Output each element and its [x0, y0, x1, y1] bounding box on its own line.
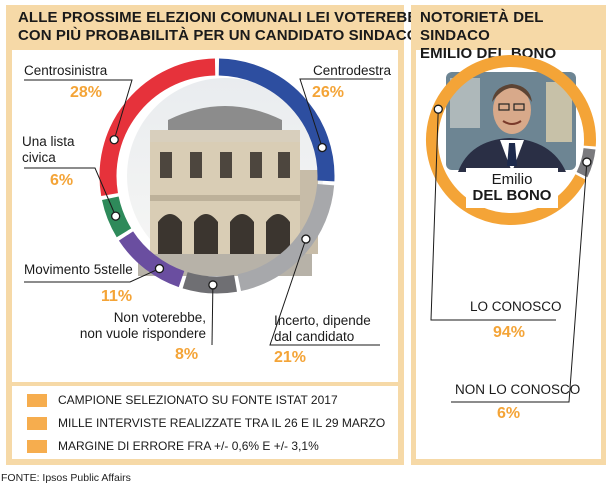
right-title-line-1: NOTORIETÀ DEL SINDACO	[420, 9, 544, 44]
left-title-line-2: CON PIÙ PROBABILITÀ PER UN CANDIDATO SIN…	[18, 27, 432, 44]
leader-centrosinistra	[24, 79, 133, 140]
leader-non-voterebbe-non-vuole-rispondere	[211, 284, 214, 346]
slice-label-lista-civica-line-1: Una lista	[22, 134, 75, 149]
slice-label-lista-civica-line-2: civica	[22, 150, 56, 165]
slice-label-centrodestra-text: Centrodestra	[313, 63, 392, 78]
marker-centrosinistra	[109, 135, 119, 145]
slice-value-incerto: 21%	[274, 349, 307, 366]
marker-centrodestra	[317, 142, 327, 153]
slice-label-non-voterebbe-line-2: non vuole rispondere	[79, 326, 206, 341]
portrait-caption-last-name: DEL BONO	[472, 187, 552, 204]
slice-centrosinistra	[99, 58, 216, 196]
leader-lines	[24, 78, 383, 346]
notoriety-leader-lines	[430, 109, 588, 403]
left-title-line-1: ALLE PROSSIME ELEZIONI COMUNALI LEI VOTE…	[18, 9, 429, 26]
slice-value-centrosinistra: 28%	[70, 84, 103, 101]
slice-value-centrodestra: 26%	[312, 84, 345, 101]
slice-movimento-5stelle	[118, 231, 185, 288]
slice-label-m5s: Movimento 5stelle	[24, 262, 133, 278]
slice-label-incerto-line-1: Incerto, dipende	[274, 313, 371, 328]
leader-movimento-5stelle	[24, 268, 160, 283]
slice-label-non-lo-conosco: NON LO CONOSCO	[455, 382, 581, 397]
source-note: FONTE: Ipsos Public Affairs	[1, 472, 131, 484]
slice-incerto-dipende-dal-candidato	[237, 183, 335, 292]
leader-centrodestra	[299, 78, 383, 148]
note-bullet-1	[27, 394, 47, 407]
slice-label-non-voterebbe: Non voterebbe, non vuole rispondere	[74, 310, 206, 342]
slice-label-lo-conosco: LO CONOSCO	[470, 299, 562, 314]
slice-label-incerto: Incerto, dipende dal candidato	[274, 313, 371, 345]
loggia-building-image	[127, 78, 323, 276]
slice-centrodestra	[218, 58, 335, 182]
slice-value-non-lo-conosco: 6%	[497, 405, 521, 422]
marker-non-lo-conosco	[582, 157, 592, 167]
leader-incerto-dipende-dal-candidato	[269, 238, 380, 346]
slice-value-lo-conosco: 94%	[493, 324, 526, 341]
leader-una-lista-civica	[24, 167, 117, 217]
portrait-caption-bg	[466, 168, 558, 208]
note-bullet-2	[27, 417, 47, 430]
left-panel-notes	[12, 386, 398, 459]
portrait-caption-first-name: Emilio	[491, 171, 533, 188]
donut-slices	[99, 58, 335, 294]
slice-value-lista-civica: 6%	[50, 172, 74, 189]
leader-lo-conosco	[430, 109, 556, 321]
slice-label-m5s-text: Movimento 5stelle	[24, 262, 133, 277]
portrait-image	[446, 72, 576, 172]
slice-label-centrodestra: Centrodestra	[313, 63, 391, 79]
notoriety-markers	[433, 104, 592, 167]
slice-value-m5s: 11%	[101, 288, 133, 305]
marker-lo-conosco	[433, 104, 443, 114]
slice-markers	[109, 135, 327, 290]
slice-label-centrosinistra: Centrosinistra	[24, 63, 107, 79]
note-1: CAMPIONE SELEZIONATO SU FONTE ISTAT 2017	[58, 393, 338, 407]
slice-label-centrosinistra-text: Centrosinistra	[24, 63, 108, 78]
leader-non-lo-conosco	[451, 162, 588, 403]
note-3: MARGINE DI ERRORE FRA +/- 0,6% E +/- 3,1…	[58, 439, 319, 453]
note-bullet-3	[27, 440, 47, 453]
slice-label-incerto-line-2: dal candidato	[274, 329, 355, 344]
marker-incerto-dipende-dal-candidato	[301, 234, 311, 244]
slice-value-non-voterebbe: 8%	[175, 346, 199, 363]
slice-lo-conosco	[426, 55, 596, 225]
slice-label-lista-civica: Una lista civica	[22, 134, 75, 166]
portrait-caption: Emilio DEL BONO	[466, 172, 558, 204]
marker-una-lista-civica	[111, 211, 121, 221]
marker-non-voterebbe-non-vuole-rispondere	[208, 280, 218, 290]
marker-movimento-5stelle	[154, 263, 165, 274]
slice-label-non-voterebbe-line-1: Non voterebbe,	[113, 310, 206, 325]
left-title: ALLE PROSSIME ELEZIONI COMUNALI LEI VOTE…	[18, 9, 431, 45]
note-2: MILLE INTERVISTE REALIZZATE TRA IL 26 E …	[58, 416, 386, 430]
